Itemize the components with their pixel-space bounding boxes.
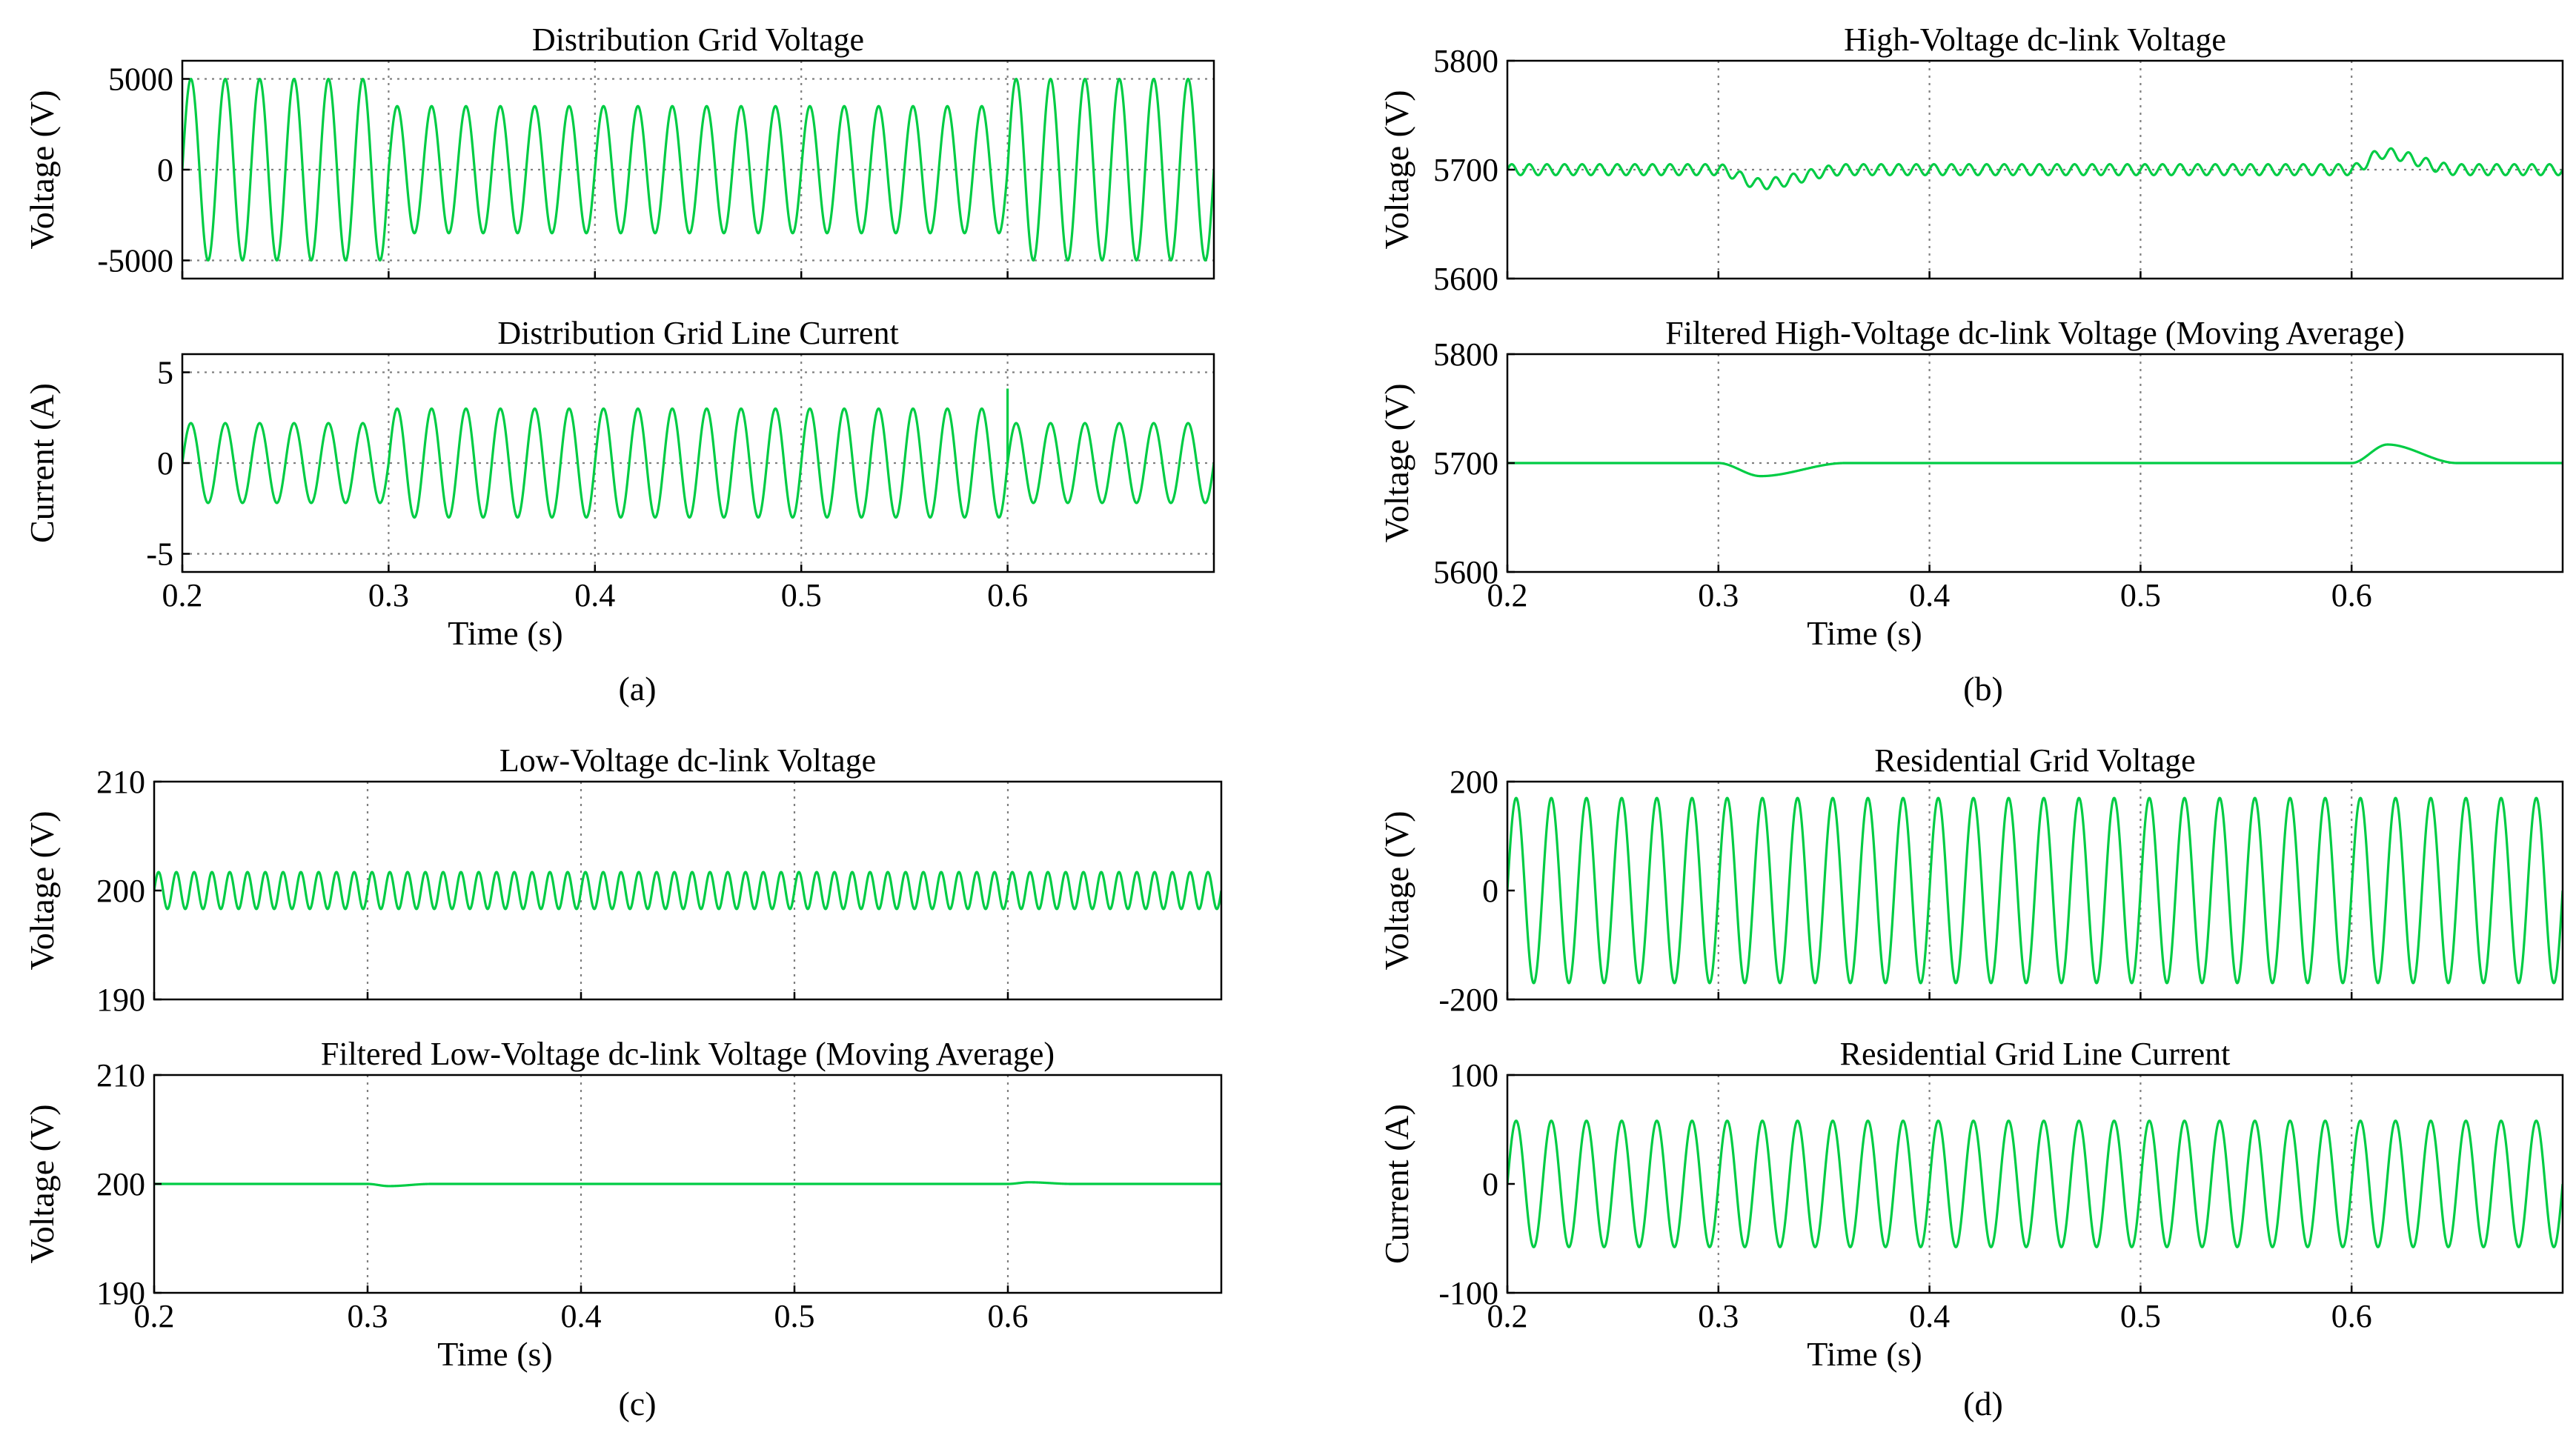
chart-title: High-Voltage dc-link Voltage [1844,21,2226,58]
x-tick-label: 0.3 [368,577,409,613]
chart-a1: Distribution Grid Voltage 5000 0 -5000 Volta… [23,21,1215,280]
x-tick-label: 0.4 [561,1298,602,1334]
series-line [154,871,1221,911]
x-tick-label: 0.6 [2331,577,2372,613]
y-tick-label: 5800 [1433,43,1498,79]
x-tick-label: 0.2 [1487,577,1528,613]
x-tick-label: 0.3 [348,1298,388,1334]
chart-c1: Low-Voltage dc-link Voltage 210 200 190 Volt… [23,742,1223,1018]
y-tick-label: 5000 [108,61,173,98]
x-tick-label: 0.4 [1909,577,1950,613]
x-tick-label: 0.6 [988,1298,1029,1334]
x-axis-label: Time (s) [448,614,563,652]
caption-d: (d) [1963,1385,2003,1422]
x-tick-label: 0.3 [1698,577,1739,613]
x-tick-label: 0.4 [574,577,615,613]
x-axis-label: Time (s) [1807,1335,1922,1373]
y-tick-label: -100 [1438,1275,1498,1311]
x-axis-label: Time (s) [1807,614,1922,652]
y-axis-label: Voltage (V) [23,811,61,970]
captions-layer: (a) (b) (c) (d) [618,670,2002,1422]
y-axis-label: Voltage (V) [23,90,61,249]
series-line [1507,796,2563,985]
x-tick-label: 0.6 [987,577,1028,613]
chart-title: Low-Voltage dc-link Voltage [499,742,876,779]
series-line [1507,147,2563,190]
x-axis-label: Time (s) [437,1335,553,1373]
y-tick-label: 0 [1482,1166,1498,1202]
chart-b2: Filtered High-Voltage dc-link Voltage (M… [1378,315,2564,652]
y-tick-label: 5700 [1433,152,1498,188]
y-tick-label: 210 [96,1057,145,1094]
y-tick-label: 200 [1450,764,1498,800]
chart-a2: Distribution Grid Line Current 0.2 0.3 0.4 0… [23,315,1215,652]
series-line [182,77,1214,262]
chart-title: Distribution Grid Voltage [532,21,864,58]
y-axis-label: Voltage (V) [1378,383,1415,542]
chart-b1: High-Voltage dc-link Voltage 5800 5700 5600… [1378,21,2564,297]
y-axis-label: Current (A) [23,383,61,543]
chart-c2: Filtered Low-Voltage dc-link Voltage (Mo… [23,1036,1223,1373]
chart-d2: Residential Grid Line Current 0.2 0.3 0.4 0.… [1378,1036,2564,1373]
x-tick-label: 0.6 [2331,1298,2372,1334]
y-tick-label: 0 [1482,873,1498,909]
y-tick-label: 0 [157,445,173,482]
chart-title: Distribution Grid Line Current [497,315,898,351]
y-tick-label: 190 [96,982,145,1018]
y-tick-label: -5000 [97,243,173,279]
x-tick-label: 0.5 [2120,1298,2161,1334]
y-tick-label: 5700 [1433,445,1498,482]
y-tick-label: 200 [96,873,145,909]
y-tick-label: 5 [157,355,173,391]
y-tick-label: 5800 [1433,336,1498,373]
y-tick-label: 210 [96,764,145,800]
caption-b: (b) [1963,670,2003,708]
caption-a: (a) [618,670,656,708]
chart-title: Residential Grid Line Current [1840,1036,2231,1072]
y-tick-label: 0 [157,152,173,188]
y-tick-label: -200 [1438,982,1498,1018]
y-tick-label: 5600 [1433,261,1498,297]
series-line [1507,1119,2563,1248]
x-tick-label: 0.5 [2120,577,2161,613]
chart-title: Filtered High-Voltage dc-link Voltage (M… [1665,315,2405,351]
x-tick-label: 0.4 [1909,1298,1950,1334]
x-tick-label: 0.5 [774,1298,815,1334]
plots-layer: Distribution Grid Voltage50000-5000Volta… [23,21,2564,1373]
x-tick-label: 0.3 [1698,1298,1739,1334]
y-tick-label: 100 [1450,1057,1498,1094]
series-line [1507,443,2563,478]
chart-title: Filtered Low-Voltage dc-link Voltage (Mo… [321,1036,1055,1072]
x-tick-label: 0.5 [781,577,822,613]
y-tick-label: -5 [146,536,173,573]
series-line [182,407,1214,519]
chart-title: Residential Grid Voltage [1874,742,2195,779]
x-tick-label: 0.2 [162,577,203,613]
caption-c: (c) [618,1385,656,1422]
series-line [154,1181,1221,1188]
y-tick-label: 5600 [1433,554,1498,590]
y-tick-label: 200 [96,1166,145,1202]
x-tick-label: 0.2 [134,1298,175,1334]
x-tick-label: 0.2 [1487,1298,1528,1334]
y-axis-label: Voltage (V) [23,1104,61,1263]
chart-d1: Residential Grid Voltage 200 0 -200 Voltage … [1378,742,2564,1018]
y-axis-label: Current (A) [1378,1104,1415,1264]
y-axis-label: Voltage (V) [1378,90,1415,249]
y-axis-label: Voltage (V) [1378,811,1415,970]
y-tick-label: 190 [96,1275,145,1311]
